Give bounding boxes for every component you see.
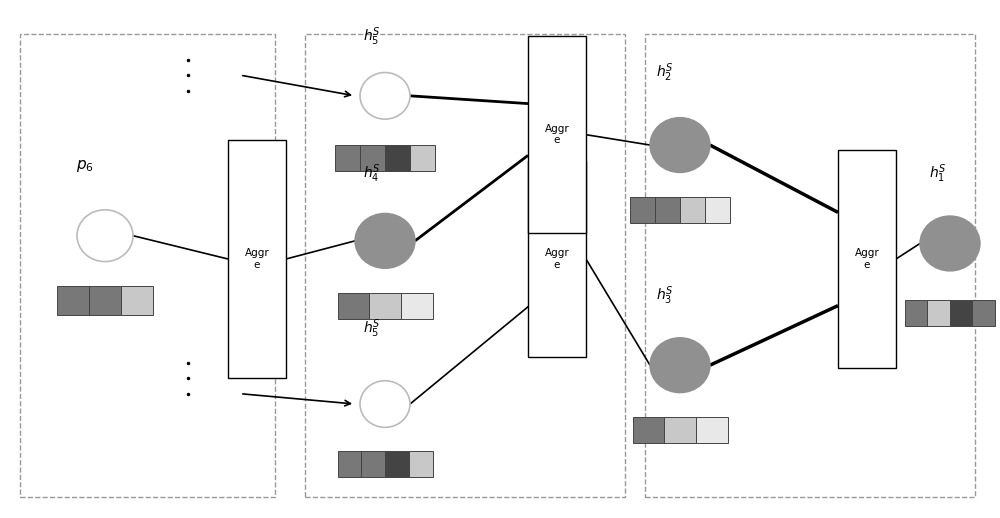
Text: Aggr
e: Aggr e (545, 248, 569, 270)
Bar (630, 197, 655, 223)
Bar (401, 293, 433, 319)
Text: Aggr
e: Aggr e (855, 248, 879, 270)
Bar (696, 417, 728, 443)
Ellipse shape (920, 216, 980, 271)
Text: $h_2^S$: $h_2^S$ (656, 61, 674, 84)
Text: Aggr
e: Aggr e (545, 124, 569, 146)
Bar (838, 150, 896, 368)
Text: Aggr
e: Aggr e (245, 248, 269, 270)
Bar (633, 417, 664, 443)
Bar (655, 197, 680, 223)
Bar (645, 34, 975, 497)
Bar (972, 300, 995, 326)
Bar (57, 286, 89, 315)
Bar (369, 293, 401, 319)
Bar (927, 300, 950, 326)
Bar (89, 286, 121, 315)
Bar (228, 140, 286, 378)
Bar (338, 451, 361, 477)
Text: $p_6$: $p_6$ (76, 158, 94, 174)
Bar (385, 451, 409, 477)
Bar (664, 417, 696, 443)
Text: $h_3^S$: $h_3^S$ (656, 284, 674, 307)
Bar (361, 451, 385, 477)
Ellipse shape (360, 381, 410, 427)
Bar (950, 300, 972, 326)
Bar (121, 286, 152, 315)
Bar (410, 145, 435, 171)
Bar (409, 451, 433, 477)
Bar (335, 145, 360, 171)
Bar (338, 293, 369, 319)
Text: $h_5^S$: $h_5^S$ (363, 25, 381, 48)
Ellipse shape (77, 210, 133, 262)
Text: $h_4^S$: $h_4^S$ (363, 162, 381, 185)
Bar (20, 34, 275, 497)
Ellipse shape (360, 73, 410, 119)
Ellipse shape (355, 213, 415, 268)
Bar (528, 36, 586, 233)
Text: $h_5^S$: $h_5^S$ (363, 318, 381, 340)
Bar (705, 197, 730, 223)
Bar (528, 161, 586, 357)
Ellipse shape (650, 338, 710, 393)
Bar (905, 300, 927, 326)
Bar (680, 197, 705, 223)
Text: $h_1^S$: $h_1^S$ (929, 162, 947, 185)
Ellipse shape (650, 118, 710, 172)
Bar (385, 145, 410, 171)
Bar (360, 145, 385, 171)
Bar (305, 34, 625, 497)
